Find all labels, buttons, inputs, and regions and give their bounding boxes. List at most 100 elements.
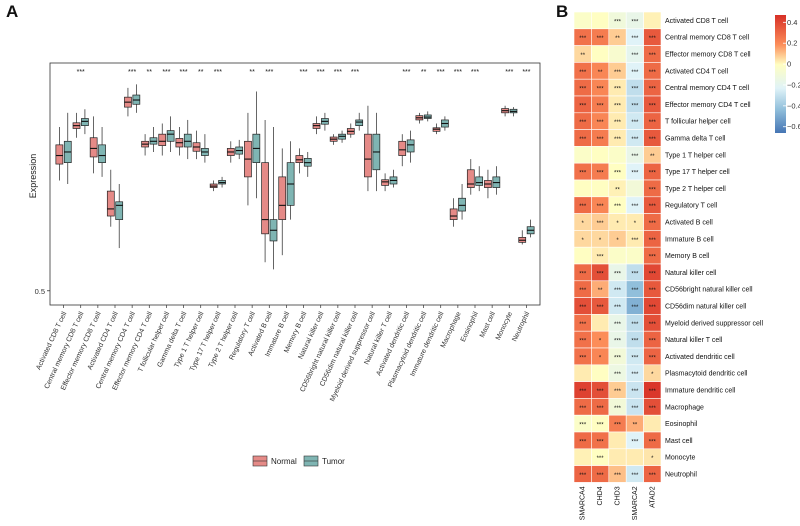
cell-significance: ***: [614, 137, 622, 143]
cell-significance: ***: [597, 204, 605, 210]
row-label-type-2-t-helper-cell: Type 2 T helper cell: [665, 186, 726, 193]
cell-significance: ***: [649, 87, 657, 93]
cell-activated-cd8-t-cell-chd4: [591, 11, 610, 30]
row-label-natural-killer-t-cell: Natural killer T cell: [665, 337, 723, 344]
cell-significance: **: [633, 423, 638, 429]
box-normal-memory-b-cell: [295, 148, 304, 174]
box-tumor-neutrophil: [526, 219, 535, 238]
box-normal-natural-killer-cell: [312, 116, 321, 135]
significance-activated-dendritic-cell: ***: [402, 69, 410, 76]
cell-significance: *: [634, 221, 637, 227]
box-tumor-myeloid-derived-suppressor-cell: [372, 112, 381, 192]
cell-significance: ***: [631, 406, 639, 412]
cell-significance: *: [651, 456, 654, 462]
box-tumor-activated-dendritic-cell: [406, 130, 415, 163]
significance-activated-b-cell: ***: [265, 69, 273, 76]
cell-significance: ***: [614, 87, 622, 93]
cell-type-1-t-helper-cell-smarca4: [573, 146, 592, 164]
significance-cd56dim-natural-killer-cell: ***: [351, 69, 359, 76]
row-label-immature-dendritic-cell: Immature dendritic cell: [665, 388, 736, 395]
cell-significance: ***: [614, 305, 622, 311]
cell-significance: ***: [579, 439, 587, 445]
box-tumor-macrophage: [458, 184, 466, 220]
cell-significance: ***: [579, 423, 587, 429]
cell-significance: *: [616, 221, 619, 227]
cell-significance: **: [580, 53, 585, 59]
cell-significance: ***: [614, 70, 622, 76]
box-iqr: [449, 208, 458, 220]
significance-type-1-t-helper-cell: **: [198, 69, 204, 76]
box-iqr: [295, 155, 304, 163]
y-ticks: 0.5: [35, 287, 50, 296]
box-normal-activated-b-cell: [261, 119, 269, 263]
cell-significance: ***: [597, 423, 605, 429]
panel-a: A Expression 0.5 *** *** ** *** *** ** *** ** **…: [6, 2, 541, 467]
cell-significance: **: [598, 70, 603, 76]
cell-myeloid-derived-suppressor-cell-chd4: [591, 314, 610, 332]
row-label-monocyte: Monocyte: [665, 455, 695, 462]
cell-significance: *: [599, 355, 602, 361]
cell-effector-memory-cd8-t-cell-chd4: [591, 45, 610, 63]
cell-significance: ***: [579, 70, 587, 76]
cell-significance: **: [598, 288, 603, 294]
cell-significance: ***: [597, 406, 605, 412]
cell-significance: ***: [649, 36, 657, 42]
box-normal-activated-cd4-t-cell: [106, 169, 115, 227]
cell-memory-b-cell-chd3: [608, 246, 627, 265]
box-iqr: [406, 139, 415, 153]
box-plots: [55, 84, 535, 270]
significance-eosinophil: ***: [471, 69, 479, 76]
cell-significance: ***: [649, 322, 657, 328]
row-label-plasmacytoid-dendritic-cell: Plasmacytoid dendritic cell: [665, 371, 748, 378]
cell-significance: ***: [649, 171, 657, 177]
row-label-mast-cell: Mast cell: [665, 438, 693, 445]
significance-monocyte: ***: [505, 69, 513, 76]
cell-significance: ***: [614, 103, 622, 109]
cell-significance: ***: [597, 389, 605, 395]
box-iqr: [261, 162, 269, 235]
box-normal-central-memory-cd8-t-cell: [72, 112, 81, 138]
box-iqr: [364, 133, 372, 178]
cell-significance: ***: [631, 439, 639, 445]
box-normal-macrophage: [449, 198, 458, 227]
significance-cd56bright-natural-killer-cell: ***: [334, 69, 342, 76]
x-label-mast-cell: Mast cell: [479, 310, 497, 338]
box-iqr: [166, 130, 175, 142]
significance-t-follicular-helper-cell: ***: [162, 69, 170, 76]
box-tumor-type-1-t-helper-cell: [201, 134, 209, 163]
colorbar-tick-label: 0.4: [787, 18, 797, 27]
cell-significance: ***: [579, 171, 587, 177]
cell-significance: ***: [579, 103, 587, 109]
cell-neutrophil-atad2: [643, 465, 662, 483]
cell-significance: ***: [614, 322, 622, 328]
column-label-smarca4: SMARCA4: [580, 486, 587, 520]
cell-significance: ***: [631, 103, 639, 109]
cell-significance: ***: [649, 53, 657, 59]
significance-plasmacytoid-dendritic-cell: **: [421, 69, 427, 76]
box-iqr: [278, 176, 287, 220]
cell-significance: ***: [597, 456, 605, 462]
box-normal-myeloid-derived-suppressor-cell: [364, 105, 372, 192]
cell-significance: *: [616, 238, 619, 244]
cell-significance: ***: [597, 221, 605, 227]
cell-type-2-t-helper-cell-smarca2: [625, 179, 644, 198]
box-normal-type-1-t-helper-cell: [192, 130, 201, 160]
colorbar-tick-label: −0.2: [787, 80, 800, 89]
cell-mast-cell-chd3: [608, 431, 627, 450]
cell-plasmacytoid-dendritic-cell-smarca4: [573, 364, 592, 382]
significance-regulatory-t-cell: **: [249, 69, 255, 76]
box-tumor-natural-killer-t-cell: [389, 169, 398, 188]
box-iqr: [89, 137, 98, 158]
box-tumor-activated-b-cell: [269, 127, 278, 270]
cell-significance: ***: [614, 389, 622, 395]
box-normal-immature-dendritic-cell: [432, 123, 441, 135]
box-iqr: [55, 144, 64, 165]
colorbar-tick-label: 0.2: [787, 39, 797, 48]
cell-significance: ***: [579, 120, 587, 126]
cell-significance: ***: [597, 305, 605, 311]
cell-type-1-t-helper-cell-chd3: [608, 146, 627, 164]
panel-a-label: A: [6, 2, 18, 21]
row-label-memory-b-cell: Memory B cell: [665, 253, 710, 260]
cell-significance: ***: [649, 204, 657, 210]
colorbar-tick-label: −0.6: [787, 122, 800, 131]
